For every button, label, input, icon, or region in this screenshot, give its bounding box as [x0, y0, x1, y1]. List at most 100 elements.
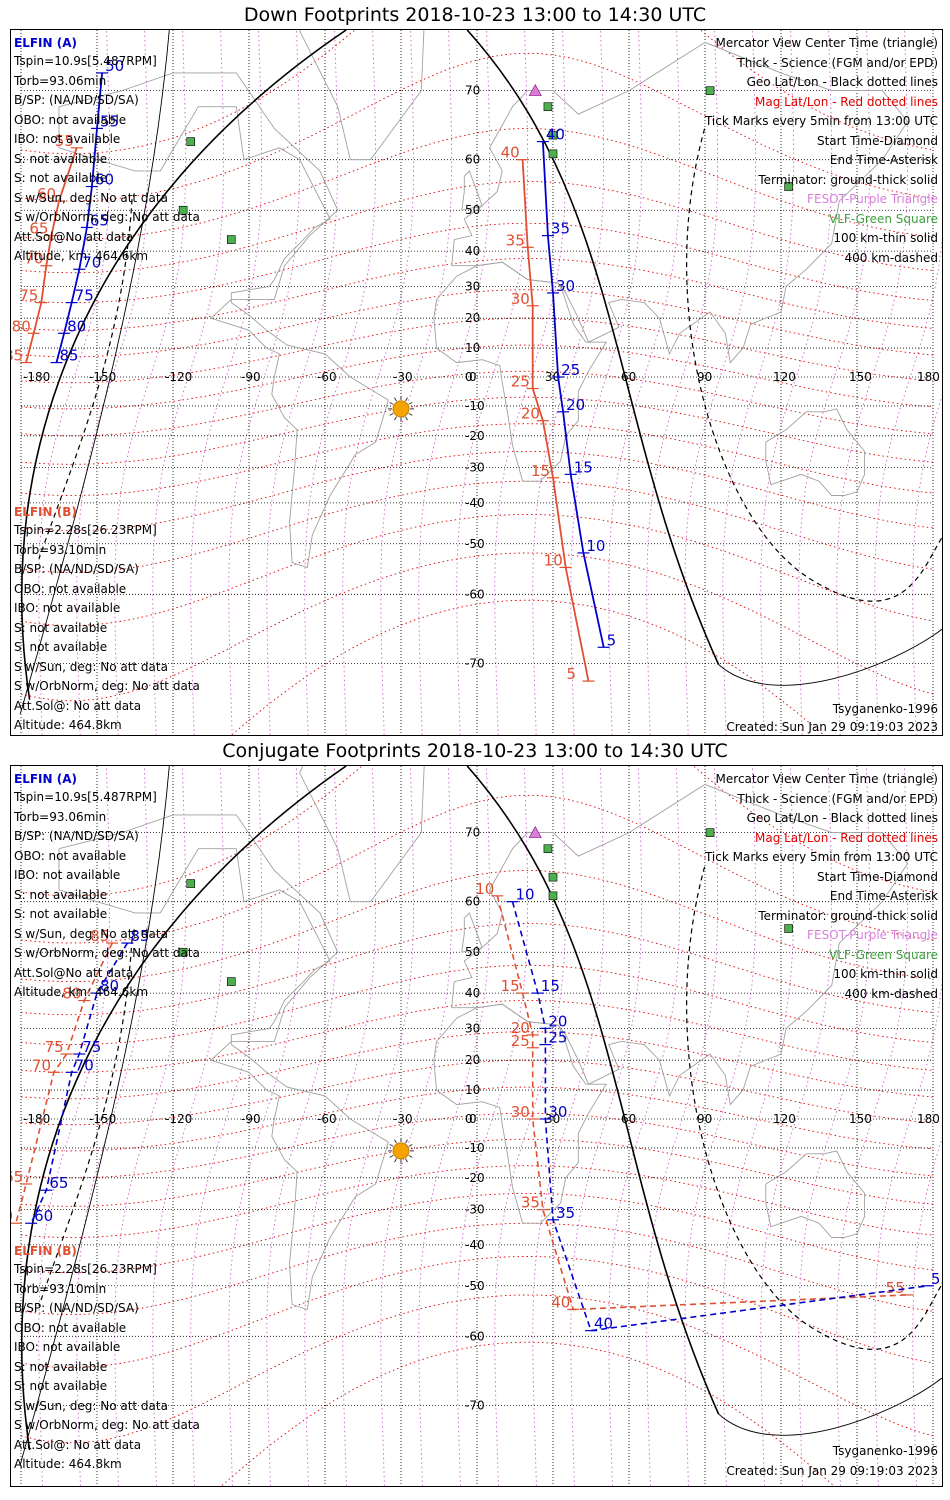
lon-tick-label: -90: [241, 1112, 261, 1126]
legend-item: Thick - Science (FGM and/or EPD): [737, 791, 938, 806]
sat-a-info-line: OBO: not available: [14, 848, 127, 863]
sat-b-track: [15, 942, 113, 1224]
mercator-map-conjugate: -180 -150 -120 -90 -60 -30 0 30 60 90 120 150 180706…: [11, 766, 942, 1486]
vlf-station-marker: [784, 182, 793, 191]
track-tick-label: 30: [511, 290, 530, 308]
terminator-west: [20, 766, 347, 1451]
lat-tick-label: -60: [465, 1329, 485, 1343]
track-tick-label: 70: [82, 253, 101, 271]
coastline: [451, 41, 909, 364]
legend-item: Tick Marks every 5min from 13:00 UTC: [704, 850, 938, 864]
legend-item: 100 km-thin solid: [833, 967, 938, 981]
lat-tick-label: 10: [465, 341, 480, 355]
lon-tick-label: -180: [23, 1112, 50, 1126]
terminator-100km-west: [19, 30, 170, 714]
sun-icon: [388, 395, 414, 422]
lat-tick-label: -50: [465, 537, 485, 551]
vlf-station-marker: [178, 205, 188, 215]
vlf-station-marker: [705, 86, 715, 95]
lon-tick-label: -30: [393, 370, 413, 384]
sat-b-name: ELFIN (B): [14, 1244, 77, 1258]
track-tick-label: 70: [32, 1056, 51, 1074]
mag-lon-line: [380, 30, 453, 735]
track-tick-label: 55: [100, 112, 119, 130]
sat-a-info-line: S: not available: [14, 171, 108, 185]
vlf-station-marker: [186, 137, 196, 146]
lon-tick-label: 120: [773, 1112, 796, 1126]
terminator-100km: [718, 628, 942, 686]
coastline: [58, 814, 389, 1311]
mag-lon-line: [532, 766, 605, 1486]
coastline: [433, 1003, 608, 1224]
lat-tick-label: 0: [465, 1112, 473, 1126]
track-tick-label: 15: [531, 462, 550, 480]
lat-tick-label: 30: [465, 1021, 480, 1035]
track-tick-label: 20: [521, 405, 540, 423]
legend-item: End Time-Asterisk: [829, 153, 938, 167]
lon-tick-label: 0: [469, 1112, 477, 1126]
lat-tick-label: -50: [465, 1279, 485, 1293]
lat-tick-label: -20: [465, 429, 485, 443]
track-tick-label: 80: [12, 317, 31, 335]
lat-tick-label: 20: [465, 1053, 480, 1067]
legend-item: Terminator: ground-thick solid: [758, 908, 938, 923]
track-tick-label: 35: [556, 1204, 575, 1222]
sat-b-info-line: Altitude: 464.8km: [14, 1457, 122, 1471]
mag-lon-line: [418, 766, 491, 1486]
terminator-east: [466, 766, 720, 1415]
terminator-east: [466, 30, 720, 665]
track-tick-label: 55: [931, 1270, 942, 1288]
vlf-station-marker: [548, 130, 558, 140]
sun-icon: [388, 1137, 414, 1164]
mag-lon-line: [570, 766, 643, 1486]
mag-lat-line: [20, 514, 934, 626]
sat-b-info-line: OBO: not available: [14, 1320, 127, 1335]
lon-tick-label: 90: [697, 370, 712, 384]
track-tick-label: 75: [19, 287, 38, 305]
sat-b-info-line: Att.Sol@: No att data: [14, 698, 142, 713]
sat-b-info-line: IBO: not available: [14, 601, 121, 615]
mag-lon-line: [304, 30, 377, 735]
mag-lon-line: [266, 766, 339, 1486]
sat-a-info-line: OBO: not available: [14, 112, 127, 127]
legend-item: Tick Marks every 5min from 13:00 UTC: [704, 114, 938, 128]
track-tick-label: 40: [551, 1293, 570, 1311]
vlf-station-marker: [548, 149, 558, 159]
sat-b-info-line: Tspin=2.28s[26.23RPM]: [14, 523, 157, 537]
mag-lon-line: [114, 766, 187, 1486]
lon-tick-label: 180: [917, 1112, 940, 1126]
sat-a-info-line: Torb=93.06min: [14, 809, 107, 824]
legend-item: VLF-Green Square: [829, 211, 938, 226]
lat-tick-label: -10: [465, 399, 485, 413]
sat-b-info-line: B/SP: (NA/ND/SD/SA): [14, 562, 139, 576]
terminator-west: [20, 30, 347, 700]
track-tick-label: 75: [45, 1038, 64, 1056]
sat-a-info-line: S: not available: [14, 907, 108, 921]
lat-tick-label: 0: [465, 370, 473, 384]
lat-tick-label: -70: [465, 656, 485, 670]
mag-lon-line: [532, 30, 605, 735]
track-tick-label: 25: [548, 1029, 567, 1047]
track-tick-label: 60: [11, 1207, 13, 1225]
terminator-400km-west: [38, 199, 133, 559]
sat-b-info-line: Altitude: 464.8km: [14, 718, 122, 732]
track-tick-label: 60: [37, 185, 56, 203]
track-tick-label: 65: [49, 1174, 68, 1192]
sat-a-track-east: [511, 901, 929, 1332]
legend-item: 400 km-dashed: [844, 986, 938, 1001]
mag-lon-line: [456, 766, 529, 1486]
lon-tick-label: -60: [317, 1112, 337, 1126]
legend-item: Start Time-Diamond: [816, 133, 938, 148]
track-tick-label: 85: [11, 347, 23, 365]
lat-tick-label: -60: [465, 587, 485, 601]
sat-a-name: ELFIN (A): [14, 772, 77, 786]
mag-lon-line: [608, 30, 681, 735]
created-label: Created: Sun Jan 29 09:19:03 2023: [726, 720, 938, 734]
lat-tick-label: -20: [465, 1171, 485, 1185]
sat-b-info-line: Torb=93.10min: [14, 542, 107, 557]
lat-tick-label: -40: [465, 496, 485, 510]
track-tick-label: 20: [511, 1019, 530, 1037]
mag-lat-line: [20, 870, 934, 982]
coastline: [58, 72, 389, 569]
mag-lat-line: [20, 552, 934, 702]
